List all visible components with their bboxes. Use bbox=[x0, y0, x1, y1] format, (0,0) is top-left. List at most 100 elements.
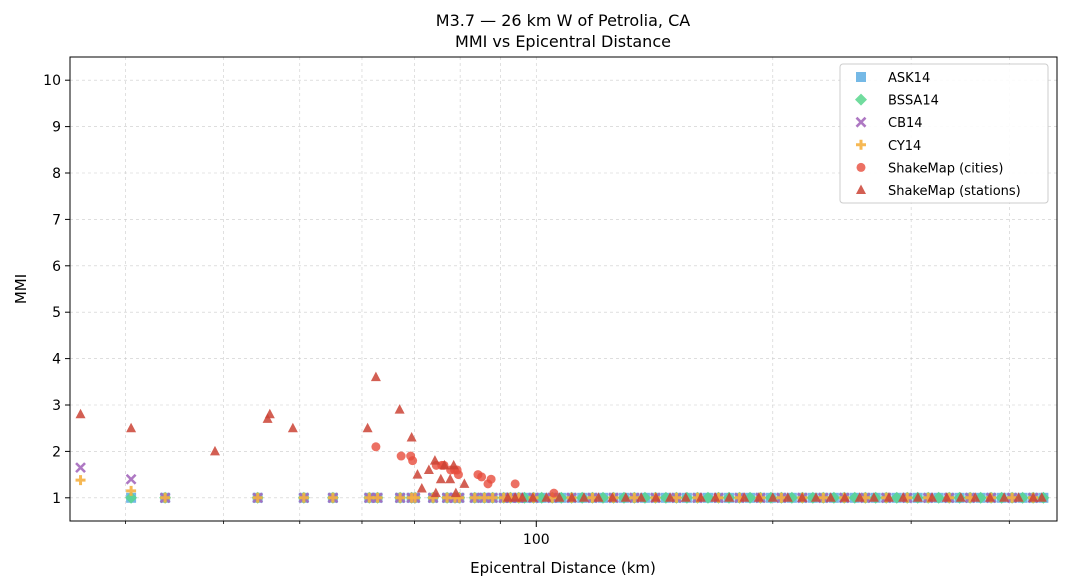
data-point bbox=[430, 487, 441, 498]
data-point bbox=[448, 459, 459, 470]
data-point bbox=[898, 492, 909, 502]
legend-label: CY14 bbox=[888, 139, 921, 154]
grid bbox=[70, 57, 1057, 521]
data-point bbox=[999, 492, 1010, 502]
data-point bbox=[406, 431, 417, 442]
data-point bbox=[469, 492, 480, 503]
data-point bbox=[541, 492, 552, 502]
data-point bbox=[620, 492, 631, 502]
y-axis-label: MMI bbox=[12, 274, 30, 304]
data-point bbox=[578, 492, 589, 502]
data-point bbox=[955, 492, 966, 502]
data-point bbox=[818, 492, 829, 503]
data-point bbox=[126, 485, 137, 496]
data-point bbox=[125, 473, 137, 485]
data-point bbox=[739, 492, 750, 502]
data-point bbox=[327, 492, 338, 503]
legend-marker bbox=[856, 162, 866, 172]
data-point bbox=[408, 456, 418, 466]
data-point bbox=[423, 464, 434, 474]
data-point bbox=[435, 473, 446, 484]
legend-marker bbox=[855, 116, 867, 128]
data-point bbox=[671, 492, 682, 503]
data-point bbox=[839, 492, 850, 502]
legend-label: ShakeMap (stations) bbox=[888, 184, 1021, 199]
data-point bbox=[1036, 492, 1047, 502]
data-point bbox=[75, 462, 86, 474]
y-tick-label: 1 bbox=[52, 491, 61, 507]
data-point bbox=[970, 492, 981, 502]
data-point bbox=[459, 478, 470, 488]
chart-title: M3.7 — 26 km W of Petrolia, CA bbox=[436, 11, 690, 30]
data-point bbox=[298, 492, 309, 503]
data-point bbox=[371, 442, 381, 452]
data-point bbox=[797, 492, 808, 502]
data-point bbox=[776, 492, 787, 503]
data-point bbox=[811, 492, 822, 502]
data-point bbox=[650, 492, 661, 502]
data-point bbox=[410, 492, 421, 503]
data-point bbox=[412, 469, 423, 479]
data-point bbox=[825, 492, 836, 502]
data-point bbox=[629, 492, 640, 503]
data-point bbox=[1013, 492, 1024, 502]
data-point bbox=[429, 455, 440, 465]
data-point bbox=[502, 492, 513, 502]
data-point bbox=[125, 491, 138, 504]
data-point bbox=[607, 492, 618, 502]
legend-marker bbox=[855, 93, 867, 106]
data-point bbox=[362, 422, 373, 433]
data-point bbox=[372, 492, 383, 503]
data-point bbox=[782, 492, 793, 502]
data-point bbox=[767, 492, 778, 502]
data-point bbox=[854, 492, 865, 502]
data-point bbox=[416, 483, 427, 493]
data-point bbox=[724, 492, 735, 502]
data-point bbox=[883, 492, 894, 502]
y-tick-label: 10 bbox=[43, 73, 61, 89]
data-point bbox=[396, 451, 406, 461]
data-point bbox=[593, 492, 604, 502]
data-point bbox=[1028, 492, 1039, 502]
y-tick-label: 4 bbox=[52, 352, 61, 368]
plot-frame bbox=[69, 56, 1058, 522]
data-point bbox=[160, 492, 171, 503]
legend-marker bbox=[856, 184, 866, 194]
data-points bbox=[75, 371, 1050, 504]
legend-label: CB14 bbox=[888, 116, 923, 131]
data-point bbox=[510, 479, 520, 489]
data-point bbox=[209, 445, 220, 456]
y-tick-label: 3 bbox=[52, 398, 61, 414]
y-tick-label: 5 bbox=[52, 305, 61, 321]
data-point bbox=[554, 492, 565, 502]
data-point bbox=[753, 492, 764, 502]
legend-box bbox=[839, 63, 1049, 204]
data-point bbox=[453, 470, 463, 480]
data-point bbox=[517, 492, 528, 502]
data-point bbox=[75, 408, 86, 419]
legend-marker bbox=[856, 72, 866, 82]
data-point bbox=[75, 475, 86, 486]
data-point bbox=[985, 492, 996, 502]
data-point bbox=[126, 422, 137, 433]
data-point bbox=[680, 492, 691, 502]
data-point bbox=[370, 371, 381, 382]
legend: ASK14 BSSA14 CB14 CY14 ShakeMap (cities) Shak… bbox=[839, 63, 1049, 204]
y-tick-label: 8 bbox=[52, 166, 61, 182]
data-point bbox=[927, 492, 938, 502]
data-point bbox=[486, 474, 496, 484]
data-point bbox=[566, 492, 577, 502]
data-point bbox=[527, 492, 538, 502]
data-point bbox=[477, 472, 487, 482]
data-point bbox=[636, 492, 647, 502]
y-tick-label: 2 bbox=[52, 444, 61, 460]
chart-subtitle: MMI vs Epicentral Distance bbox=[455, 32, 671, 51]
data-point bbox=[868, 492, 879, 502]
data-point bbox=[510, 492, 521, 502]
legend-label: ShakeMap (cities) bbox=[888, 161, 1003, 176]
data-point bbox=[695, 492, 706, 502]
legend-label: ASK14 bbox=[888, 71, 930, 86]
data-point bbox=[439, 459, 450, 470]
legend-marker bbox=[856, 139, 866, 150]
